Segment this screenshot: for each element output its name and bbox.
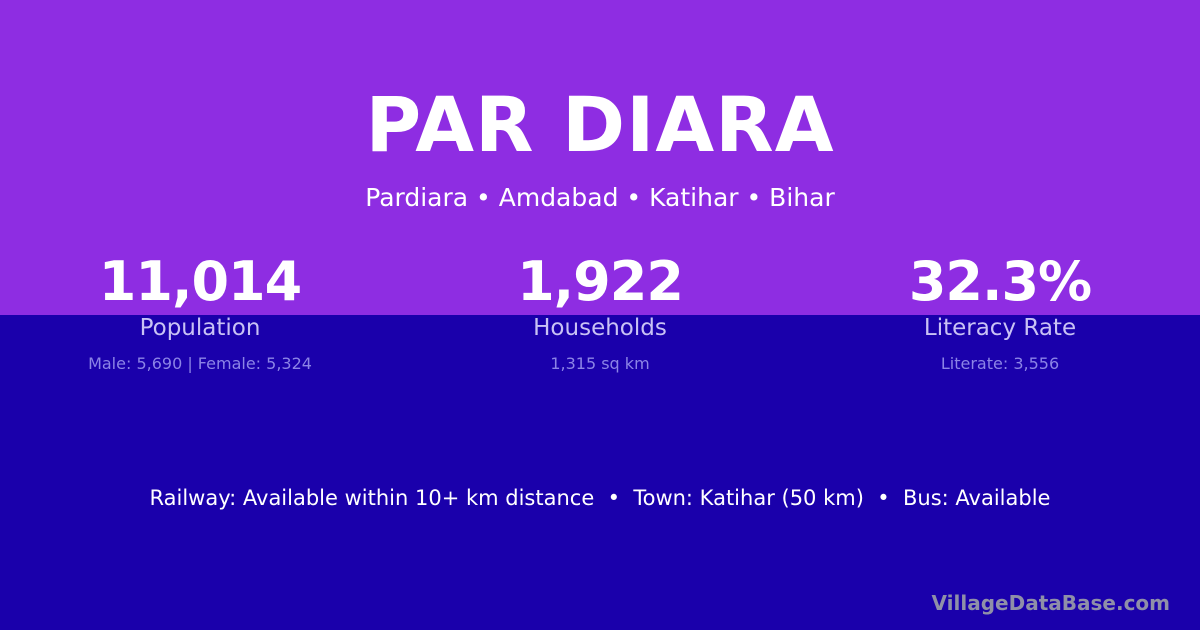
stat-label: Population bbox=[139, 315, 261, 341]
stat-value: 32.3% bbox=[908, 250, 1092, 313]
location-breadcrumb: Pardiara • Amdabad • Katihar • Bihar bbox=[365, 183, 835, 212]
stat-households: 1,922 Households 1,315 sq km bbox=[400, 0, 800, 630]
stat-detail: 1,315 sq km bbox=[550, 354, 650, 373]
amenities-info: Railway: Available within 10+ km distanc… bbox=[149, 486, 1051, 510]
stat-detail: Literate: 3,556 bbox=[940, 354, 1060, 373]
stat-label: Households bbox=[533, 315, 667, 341]
stat-value: 11,014 bbox=[98, 250, 302, 313]
village-title: PAR DIARA bbox=[365, 80, 835, 169]
stat-literacy: 32.3% Literacy Rate Literate: 3,556 bbox=[800, 0, 1200, 630]
footer-band bbox=[0, 315, 1200, 630]
stat-value: 1,922 bbox=[517, 250, 684, 313]
stat-population: 11,014 Population Male: 5,690 | Female: … bbox=[0, 0, 400, 630]
stat-detail: Male: 5,690 | Female: 5,324 bbox=[88, 354, 312, 373]
stat-label: Literacy Rate bbox=[923, 315, 1077, 341]
header-band bbox=[0, 0, 1200, 315]
brand-logo: VillageDataBase.com bbox=[931, 591, 1170, 615]
